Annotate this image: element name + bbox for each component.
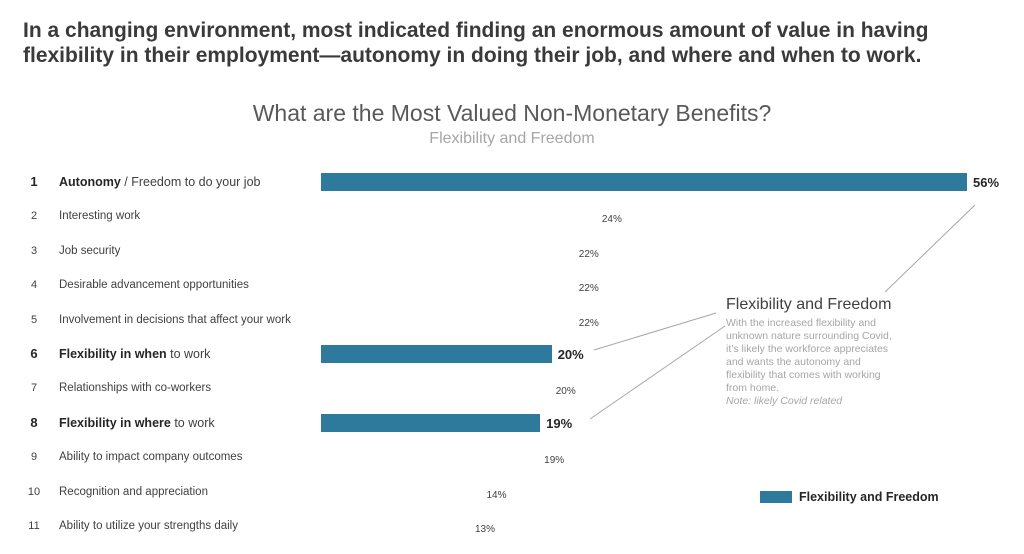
row-rank: 9 bbox=[30, 451, 38, 464]
value-label-2: 24% bbox=[601, 214, 622, 226]
row-text: Job security bbox=[59, 241, 120, 261]
annotation-title: Flexibility and Freedom bbox=[726, 296, 892, 313]
value-label-9: 19% bbox=[544, 455, 565, 467]
row-text: Ability to impact company outcomes bbox=[59, 447, 242, 467]
row-rank: 10 bbox=[27, 485, 41, 498]
row-text-rest: Interesting work bbox=[59, 210, 141, 223]
row-text: Desirable advancement opportunities bbox=[59, 275, 249, 295]
chart-title: What are the Most Valued Non-Monetary Be… bbox=[252, 100, 772, 126]
value-label-11: 13% bbox=[474, 524, 495, 535]
row-text: Involvement in decisions that affect you… bbox=[59, 310, 291, 330]
row-text: Recognition and appreciation bbox=[59, 482, 208, 502]
connector-line-where bbox=[589, 325, 726, 420]
legend: Flexibility and Freedom bbox=[760, 489, 939, 505]
row-text: Relationships with co-workers bbox=[59, 378, 211, 398]
legend-swatch bbox=[760, 491, 792, 503]
headline: In a changing environment, most indicate… bbox=[23, 19, 929, 67]
value-label-10: 14% bbox=[486, 489, 507, 501]
row-text-bold: Autonomy bbox=[59, 175, 121, 189]
connector-line-when bbox=[593, 312, 717, 351]
row-rank: 6 bbox=[30, 346, 38, 361]
annotation-line: With the increased flexibility and bbox=[726, 317, 876, 329]
legend-label: Flexibility and Freedom bbox=[799, 490, 939, 504]
row-rank: 4 bbox=[30, 279, 38, 292]
row-text-rest: Relationships with co-workers bbox=[59, 382, 212, 395]
row-text-rest: Desirable advancement opportunities bbox=[59, 279, 249, 292]
row-text-rest: Recognition and appreciation bbox=[59, 485, 208, 498]
annotation-line: it’s likely the workforce appreciates bbox=[726, 343, 889, 355]
value-label-4: 22% bbox=[578, 283, 599, 295]
row-text-rest: Ability to impact company outcomes bbox=[59, 451, 243, 464]
row-rank: 11 bbox=[28, 520, 40, 532]
row-rank: 3 bbox=[30, 244, 38, 257]
chart-subtitle: Flexibility and Freedom bbox=[429, 130, 595, 147]
row-rank: 8 bbox=[30, 414, 38, 430]
bar-8 bbox=[321, 413, 541, 432]
row-rank: 2 bbox=[30, 210, 38, 223]
row-text-rest: Involvement in decisions that affect you… bbox=[59, 313, 291, 326]
row-text: Interesting work bbox=[59, 206, 140, 226]
row-text: Ability to utilize your strengths daily bbox=[59, 516, 238, 536]
value-label-7: 20% bbox=[555, 386, 576, 398]
value-label-6: 20% bbox=[557, 347, 584, 362]
row-rank: 7 bbox=[30, 382, 38, 395]
row-text: Flexibility in where to work bbox=[59, 413, 215, 433]
row-text-rest: to work bbox=[166, 347, 211, 361]
row-text-rest: to work bbox=[170, 415, 215, 430]
row-text-rest: Ability to utilize your strengths daily bbox=[59, 520, 238, 532]
row-text-bold: Flexibility in when bbox=[59, 347, 167, 361]
row-text: Flexibility in when to work bbox=[59, 344, 210, 364]
row-text-rest: / Freedom to do your job bbox=[120, 175, 261, 189]
row-text-rest: Job security bbox=[59, 244, 121, 257]
annotation-box: Flexibility and Freedom With the increas… bbox=[726, 296, 926, 408]
annotation-line: from home. bbox=[726, 382, 780, 394]
annotation-note: Note: likely Covid related bbox=[726, 395, 843, 407]
annotation-line: unknown nature surrounding Covid, bbox=[726, 330, 892, 342]
bar-6 bbox=[321, 345, 552, 363]
annotation-body: With the increased flexibility and unkno… bbox=[726, 317, 926, 395]
value-label-1: 56% bbox=[973, 175, 1000, 190]
row-text-bold: Flexibility in where bbox=[59, 415, 171, 430]
connector-line-autonomy bbox=[884, 204, 976, 293]
row-rank: 1 bbox=[30, 174, 38, 189]
bar-1 bbox=[321, 173, 967, 191]
annotation-line: and wants the autonomy and bbox=[726, 356, 861, 368]
value-label-3: 22% bbox=[578, 248, 599, 260]
annotation-line: flexibility that comes with working bbox=[726, 369, 881, 381]
row-text: Autonomy / Freedom to do your job bbox=[59, 172, 260, 192]
value-label-8: 19% bbox=[546, 415, 573, 431]
value-label-5: 22% bbox=[578, 317, 599, 329]
row-rank: 5 bbox=[30, 313, 38, 326]
